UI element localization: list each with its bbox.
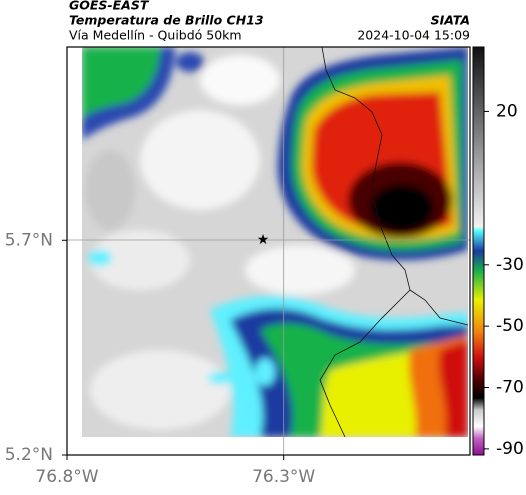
colorbar-tick-label: -50 <box>496 316 524 336</box>
satellite-image <box>82 47 468 437</box>
location: Vía Medellín - Quibdó 50km <box>69 28 242 43</box>
colorbar <box>472 46 485 456</box>
map-frame <box>66 46 471 456</box>
colorbar-tick-label: -90 <box>496 439 524 459</box>
title: GOES-EAST <box>69 0 150 13</box>
lon-tick-label: 76.8°W <box>35 467 98 487</box>
lon-tick-label: 76.3°W <box>252 467 315 487</box>
source: SIATA <box>431 13 470 28</box>
borders <box>319 47 468 437</box>
colorbar-tick-label: -70 <box>496 378 524 398</box>
subtitle: Temperatura de Brillo CH13 <box>69 13 264 28</box>
lat-tick-label: 5.2°N <box>5 445 53 465</box>
datetime: 2024-10-04 15:09 <box>357 28 470 43</box>
axes: 5.7°N 5.2°N76.8°W 76.3°W 20 -30 -50 -70 -90 <box>5 101 524 487</box>
lat-tick-label: 5.7°N <box>5 230 53 250</box>
location-marker: ★ <box>257 232 270 248</box>
colorbar-tick-label: -30 <box>496 255 524 275</box>
colorbar-tick-label: 20 <box>496 101 518 121</box>
